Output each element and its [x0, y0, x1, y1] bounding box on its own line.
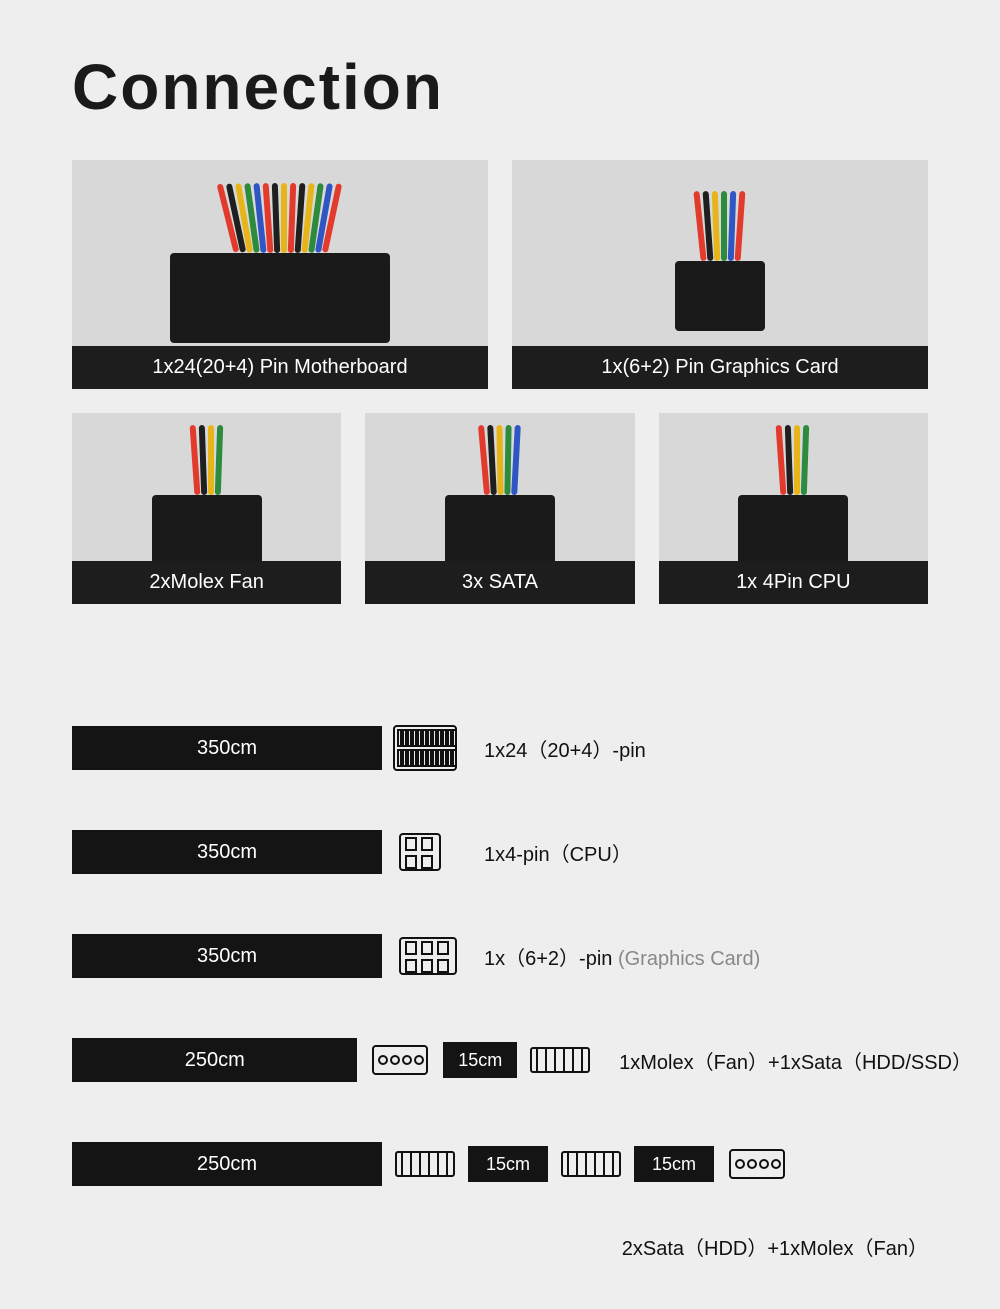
page-title: Connection	[72, 50, 444, 124]
connector-sata-label: 3x SATA	[365, 561, 634, 604]
cable-row-1: 350cm 1x4-pin（CPU）	[72, 824, 972, 880]
cable-row-3: 250cm 15cm 1xMolex（Fan）+1xSata（HDD/SSD）	[72, 1032, 972, 1088]
connector-grid: 1x24(20+4) Pin Motherboard 1x(6+2) Pin Gr…	[72, 160, 928, 604]
connector-sata-image	[365, 413, 634, 561]
connector-gpu-image	[512, 160, 928, 346]
cable-3-mid-connector-icon	[365, 1032, 435, 1088]
cable-4-mid-connector-icon	[390, 1136, 460, 1192]
cable-0-segment-0: 350cm	[72, 726, 382, 770]
cable-1-end-connector-icon	[390, 824, 460, 880]
cable-1-label: 1x4-pin（CPU）	[484, 838, 632, 867]
connector-molex: 2xMolex Fan	[72, 413, 341, 604]
connector-cpu-label: 1x 4Pin CPU	[659, 561, 928, 604]
connector-motherboard-label: 1x24(20+4) Pin Motherboard	[72, 346, 488, 389]
connector-molex-label: 2xMolex Fan	[72, 561, 341, 604]
connector-cpu-image	[659, 413, 928, 561]
connector-sata: 3x SATA	[365, 413, 634, 604]
cable-3-segment-0: 250cm	[72, 1038, 357, 1082]
connector-motherboard-image	[72, 160, 488, 346]
cable-3-end-connector-icon	[525, 1032, 595, 1088]
cable-1-segment-0: 350cm	[72, 830, 382, 874]
cable-4-mid-connector-icon	[556, 1136, 626, 1192]
cable-2-end-connector-icon	[390, 928, 460, 984]
cable-4-segment-0: 250cm	[72, 1142, 382, 1186]
cable-3-segment-1: 15cm	[443, 1042, 517, 1078]
cable-row-2: 350cm 1x（6+2）-pin (Graphics Card)	[72, 928, 972, 984]
cable-4-segment-2: 15cm	[634, 1146, 714, 1182]
connector-gpu-label: 1x(6+2) Pin Graphics Card	[512, 346, 928, 389]
cable-diagram: 350cm1x24（20+4）-pin350cm1x4-pin（CPU）350c…	[72, 720, 972, 1240]
cable-0-label: 1x24（20+4）-pin	[484, 734, 646, 763]
connector-gpu: 1x(6+2) Pin Graphics Card	[512, 160, 928, 389]
cable-4-segment-1: 15cm	[468, 1146, 548, 1182]
cable-0-end-connector-icon	[390, 720, 460, 776]
cable-2-segment-0: 350cm	[72, 934, 382, 978]
connector-cpu: 1x 4Pin CPU	[659, 413, 928, 604]
cable-2-label: 1x（6+2）-pin (Graphics Card)	[484, 942, 760, 971]
cable-row-4: 250cm 15cm 15cm	[72, 1136, 972, 1192]
cable-row-0: 350cm 1x24（20+4）-pin	[72, 720, 972, 776]
cable-3-label: 1xMolex（Fan）+1xSata（HDD/SSD）	[619, 1046, 972, 1075]
cable-4-end-connector-icon	[722, 1136, 792, 1192]
bottom-note: 2xSata（HDD）+1xMolex（Fan）	[622, 1232, 928, 1261]
connector-molex-image	[72, 413, 341, 561]
connector-motherboard: 1x24(20+4) Pin Motherboard	[72, 160, 488, 389]
